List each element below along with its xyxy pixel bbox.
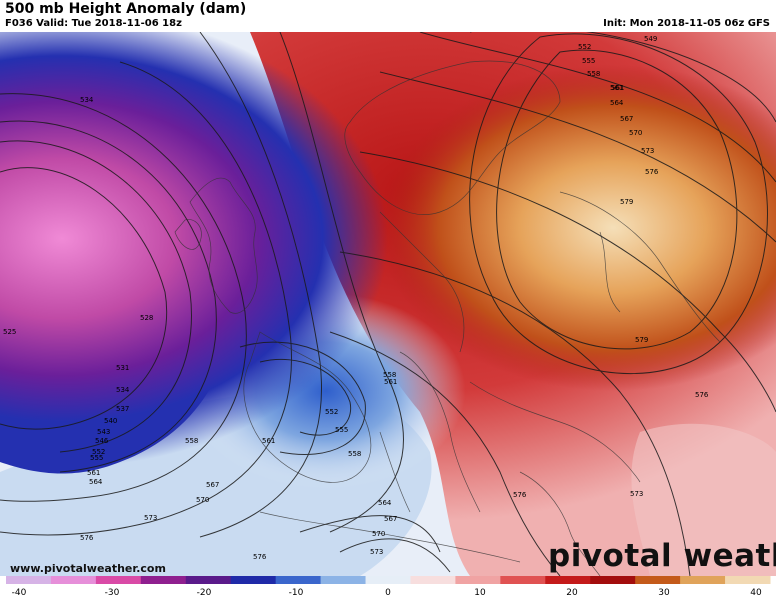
colorbar-swatch (725, 576, 771, 584)
colorbar-swatch (590, 576, 636, 584)
colorbar-tick-label: -10 (289, 588, 304, 598)
contour-label: 540 (104, 417, 117, 425)
contour-label: 552 (578, 43, 591, 51)
colorbar-swatch (680, 576, 726, 584)
contour-label: 576 (80, 534, 94, 542)
colorbar-tick-label: 30 (658, 588, 670, 598)
colorbar-tick-label: 20 (566, 588, 578, 598)
contour-label: 576 (695, 391, 709, 399)
contour-label: 567 (206, 481, 219, 489)
contour-label: 543 (97, 428, 110, 436)
colorbar-swatch (230, 576, 277, 584)
colorbar-swatch (320, 576, 367, 584)
contour-label: 549 (644, 35, 657, 43)
contour-label: 570 (372, 530, 385, 538)
colorbar-tick-label: 10 (474, 588, 486, 598)
contour-label: 525 (3, 328, 16, 336)
colorbar-graphic: -40 -30 -20 -10 0 10 20 30 40 (6, 576, 771, 598)
contour-label: 576 (253, 553, 267, 561)
contour-label: 534 (80, 96, 94, 104)
colorbar-swatch (545, 576, 591, 584)
colorbar-tick-label: 40 (750, 588, 762, 598)
valid-time: F036 Valid: Tue 2018-11-06 18z (5, 18, 182, 29)
contour-label: 564 (378, 499, 392, 507)
colorbar-swatch (6, 576, 52, 584)
colorbar-swatch (365, 576, 411, 584)
colorbar-swatch (455, 576, 501, 584)
contour-label: 570 (629, 129, 642, 137)
contour-label: 564 (610, 99, 624, 107)
map-title: 500 mb Height Anomaly (dam) (5, 1, 247, 17)
contour-label: 564 (89, 478, 103, 486)
contour-label: 579 (635, 336, 648, 344)
contour-label: 555 (335, 426, 348, 434)
contour-label: 576 (513, 491, 527, 499)
contour-label: 561 (384, 378, 397, 386)
contour-label: 573 (630, 490, 643, 498)
init-time: Init: Mon 2018-11-05 06z GFS (603, 18, 770, 29)
contour-label: 558 (185, 437, 198, 445)
coastlines (174, 60, 721, 576)
colorbar-tick-label: 0 (385, 588, 391, 598)
contour-label: 546 (95, 437, 109, 445)
contour-label: 576 (645, 168, 659, 176)
contour-label: 531 (116, 364, 129, 372)
colorbar-swatch (635, 576, 681, 584)
website-url: www.pivotalweather.com (10, 562, 166, 575)
contour-label: 552 (325, 408, 338, 416)
colorbar-swatch (275, 576, 322, 584)
contour-label: 558 (348, 450, 361, 458)
header: 500 mb Height Anomaly (dam) F036 Valid: … (0, 0, 776, 32)
contour-label: 567 (620, 115, 633, 123)
contour-label: 555 (90, 454, 103, 462)
contour-label: 555 (582, 57, 595, 65)
colorbar: -40 -30 -20 -10 0 10 20 30 40 (0, 576, 776, 600)
brand-logo: pivotal weather (548, 538, 776, 574)
colorbar-swatch (410, 576, 456, 584)
contour-label: 552 (92, 448, 105, 456)
colorbar-swatch (185, 576, 232, 584)
contour-label: 561 (87, 469, 100, 477)
contour-label: 528 (140, 314, 153, 322)
contour-label: 567 (384, 515, 397, 523)
contour-label: 561 (610, 84, 623, 92)
contour-label: 561 (262, 437, 275, 445)
contour-label: 570 (196, 496, 209, 504)
contour-label: 573 (641, 147, 654, 155)
contour-label: 558 (383, 371, 396, 379)
contour-label: 534 (116, 386, 130, 394)
colorbar-swatch (140, 576, 187, 584)
colorbar-tick-label: -40 (12, 588, 27, 598)
contour-label: 537 (116, 405, 129, 413)
colorbar-swatch (50, 576, 97, 584)
contour-label: 561 (611, 84, 624, 92)
contour-label: 579 (620, 198, 633, 206)
colorbar-tick-label: -30 (105, 588, 120, 598)
contour-label: 573 (144, 514, 157, 522)
map-canvas: 534 525 528 531 534 537 540 543 546 552 … (0, 32, 776, 576)
contour-label: 573 (370, 548, 383, 556)
colorbar-swatch (95, 576, 142, 584)
colorbar-tick-label: -20 (197, 588, 212, 598)
anomaly-map: 534 525 528 531 534 537 540 543 546 552 … (0, 32, 776, 576)
contour-label: 558 (587, 70, 600, 78)
height-contours (0, 32, 776, 576)
colorbar-swatch (500, 576, 546, 584)
contour-labels: 534 525 528 531 534 537 540 543 546 552 … (3, 35, 709, 561)
